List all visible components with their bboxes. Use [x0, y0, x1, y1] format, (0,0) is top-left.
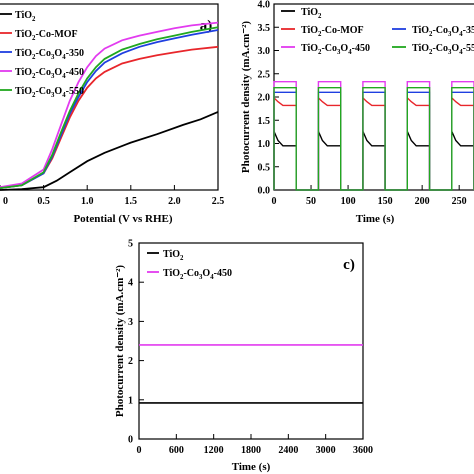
panel-b-y-tick-label: 0.5 — [258, 162, 271, 173]
panel-b-legend-entry-3: TiO2-Co3O4-450 — [301, 43, 370, 56]
panel-b-legend-entry-1: TiO2-Co-MOF — [301, 25, 364, 38]
panel-a-series-line-1 — [0, 45, 219, 189]
panel-b-chart: 0.0 0.5 1.0 1.5 2.0 2.5 3.0 3.5 4.0 0 50 100 150 200 2… — [240, 0, 474, 225]
panel-b-x-axis-label: Time (s) — [356, 213, 395, 225]
panel-c-y-tick-label: 1 — [128, 395, 133, 406]
panel-c-y-tick-label: 3 — [128, 317, 133, 328]
panel-c-x-tick-label: 600 — [169, 445, 184, 456]
panel-a-legend-entry-2: TiO2-Co3O4-350 — [15, 48, 84, 61]
panel-b-x-tick-label: 50 — [306, 196, 316, 207]
panel-b-y-tick-label: 2.5 — [258, 69, 271, 80]
panel-b-x-tick-label: 200 — [415, 196, 430, 207]
panel-b-y-tick-label: 4.0 — [258, 0, 271, 11]
panel-c-x-tick-label: 3600 — [353, 445, 373, 456]
panel-a-legend-entry-0: TiO2 — [15, 10, 36, 23]
panel-c-chart: 0 1 2 3 4 5 0 600 1200 1800 2400 3000 3600 Time (s) Ph… — [114, 239, 373, 474]
panel-b-y-tick-label: 3.0 — [258, 46, 271, 57]
panel-b-series-line-2 — [273, 91, 474, 191]
panel-b-series-line-1 — [273, 96, 474, 191]
panel-a-x-tick-label: 0.5 — [37, 196, 50, 207]
panel-a-x-axis-label: Potential (V vs RHE) — [73, 213, 172, 225]
panel-c-x-tick-label: 2400 — [278, 445, 298, 456]
panel-b-series-line-3 — [273, 81, 474, 191]
panel-c-x-tick-label: 1800 — [241, 445, 261, 456]
panel-b-series-line-4 — [273, 87, 474, 191]
panel-a-x-tick-label: 1.0 — [81, 196, 94, 207]
panel-b-y-axis-label: Photocurrent density (mA.cm⁻²) — [240, 21, 252, 174]
panel-c-x-tick-label: 3000 — [316, 445, 336, 456]
panel-b-x-tick-label: 150 — [378, 196, 393, 207]
panel-b-legend-entry-0: TiO2 — [301, 7, 322, 20]
panel-c-x-tick-label: 1200 — [204, 445, 224, 456]
panel-c-y-tick-label: 2 — [128, 356, 133, 367]
panel-a-series-line-4 — [0, 26, 219, 189]
panel-c-x-tick-label: 0 — [137, 445, 142, 456]
panel-b-x-tick-label: 100 — [341, 196, 356, 207]
panel-b-y-tick-label: 2.0 — [258, 93, 271, 104]
panel-b-legend-entry-2: TiO2-Co3O4-350 — [412, 25, 474, 38]
panel-b-y-tick-label: 1.0 — [258, 139, 271, 150]
panel-a-x-tick-label: 2.5 — [212, 196, 225, 207]
panel-b-y-tick-label: 0.0 — [258, 186, 271, 197]
panel-c-y-tick-label: 4 — [128, 278, 133, 289]
panel-c-y-axis-label: Photocurrent density (mA.cm⁻²) — [114, 265, 126, 418]
panel-a-x-tick-label: 2.0 — [168, 196, 181, 207]
panel-c-x-axis-label: Time (s) — [232, 461, 271, 473]
panel-a-series-line-0 — [0, 111, 219, 191]
panel-c-label: c) — [343, 257, 355, 273]
panel-c-y-tick-label: 5 — [128, 239, 133, 250]
panel-b-x-tick-label: 0 — [272, 196, 277, 207]
panel-c-legend-entry-0: TiO2 — [163, 249, 184, 262]
panel-a-series-line-3 — [0, 21, 219, 189]
panel-a-x-tick-label: 1.5 — [125, 196, 138, 207]
panel-b-y-tick-label: 3.5 — [258, 23, 271, 34]
panel-a-x-tick-label: 0 — [3, 196, 8, 207]
panel-c-y-tick-label: 0 — [128, 435, 133, 446]
panel-b-series-line-0 — [273, 131, 474, 191]
panel-a-legend-entry-4: TiO2-Co3O4-550 — [15, 86, 84, 99]
panel-b-x-tick-label: 250 — [452, 196, 467, 207]
panel-b-y-tick-label: 1.5 — [258, 116, 271, 127]
panel-a-legend-entry-1: TiO2-Co-MOF — [15, 29, 78, 42]
panel-a-frame — [0, 3, 219, 191]
panel-c-legend-entry-1: TiO2-Co3O4-450 — [163, 268, 232, 281]
panel-a-legend-entry-3: TiO2-Co3O4-450 — [15, 67, 84, 80]
panel-b-legend-entry-4: TiO2-Co3O4-550 — [412, 43, 474, 56]
